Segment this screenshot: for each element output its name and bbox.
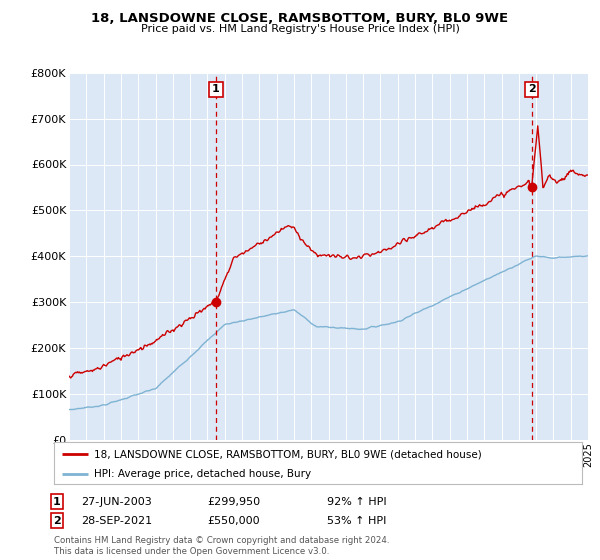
- Text: 18, LANSDOWNE CLOSE, RAMSBOTTOM, BURY, BL0 9WE (detached house): 18, LANSDOWNE CLOSE, RAMSBOTTOM, BURY, B…: [94, 449, 481, 459]
- Text: 1: 1: [212, 85, 220, 94]
- Text: Price paid vs. HM Land Registry's House Price Index (HPI): Price paid vs. HM Land Registry's House …: [140, 24, 460, 34]
- Text: 28-SEP-2021: 28-SEP-2021: [81, 516, 152, 526]
- Text: 1: 1: [53, 497, 61, 507]
- Text: 27-JUN-2003: 27-JUN-2003: [81, 497, 152, 507]
- Text: £550,000: £550,000: [207, 516, 260, 526]
- Text: 2: 2: [53, 516, 61, 526]
- Text: 53% ↑ HPI: 53% ↑ HPI: [327, 516, 386, 526]
- Text: HPI: Average price, detached house, Bury: HPI: Average price, detached house, Bury: [94, 469, 311, 479]
- Text: 2: 2: [528, 85, 535, 94]
- Text: Contains HM Land Registry data © Crown copyright and database right 2024.
This d: Contains HM Land Registry data © Crown c…: [54, 536, 389, 556]
- Text: £299,950: £299,950: [207, 497, 260, 507]
- Text: 92% ↑ HPI: 92% ↑ HPI: [327, 497, 386, 507]
- Text: 18, LANSDOWNE CLOSE, RAMSBOTTOM, BURY, BL0 9WE: 18, LANSDOWNE CLOSE, RAMSBOTTOM, BURY, B…: [91, 12, 509, 25]
